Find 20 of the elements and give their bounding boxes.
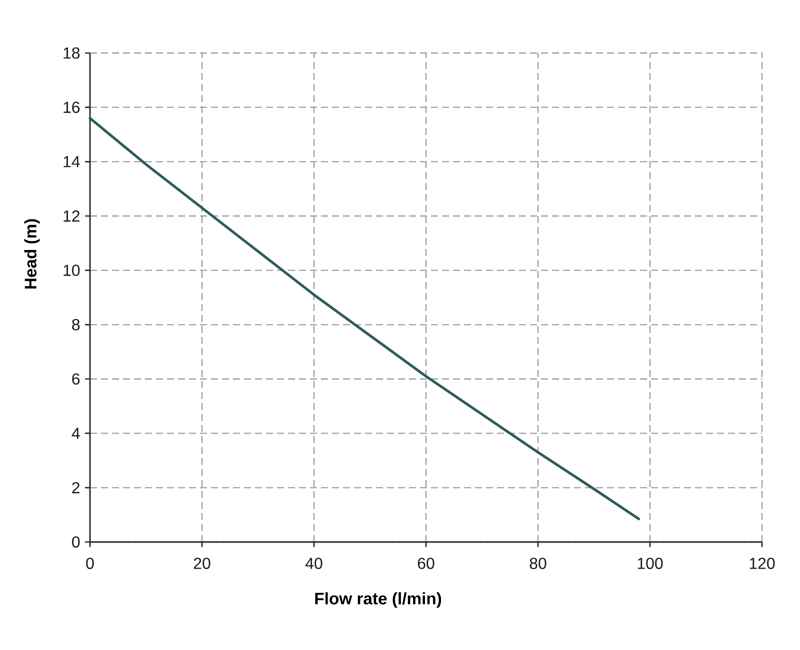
- y-axis-title: Head (m): [24, 219, 40, 289]
- y-tick-label: 12: [64, 210, 80, 222]
- x-tick-label: 0: [86, 558, 94, 570]
- x-tick-label: 120: [750, 558, 775, 570]
- y-tick-label: 16: [64, 102, 80, 113]
- line-series: [88, 116, 640, 520]
- y-tick-label: 14: [64, 156, 80, 168]
- x-axis-title: Flow rate (l/min): [315, 592, 442, 608]
- y-tick-label: 6: [72, 373, 80, 385]
- y-tick-label: 8: [72, 319, 80, 330]
- x-tick-label: 60: [418, 558, 434, 570]
- y-tick-label: 18: [64, 47, 80, 59]
- x-tick-label: 80: [530, 558, 546, 570]
- y-tick-label: 10: [64, 264, 80, 276]
- x-tick-label: 100: [638, 558, 663, 570]
- y-tick-label: 2: [72, 482, 80, 494]
- x-tick-label: 20: [194, 558, 210, 570]
- x-tick-label: 40: [305, 558, 322, 570]
- y-tick-label: 4: [72, 428, 80, 439]
- y-tick-label: 0: [72, 536, 80, 548]
